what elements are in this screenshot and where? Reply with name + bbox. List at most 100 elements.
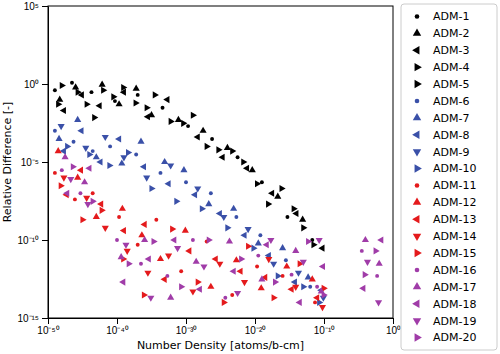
point <box>59 182 65 189</box>
point <box>77 127 83 134</box>
point <box>362 236 369 242</box>
point <box>239 255 245 262</box>
point <box>101 87 107 94</box>
point <box>191 191 197 198</box>
point <box>147 296 154 302</box>
series-1 <box>53 81 314 242</box>
point <box>100 207 106 214</box>
point <box>218 154 224 161</box>
legend-label: ADM-8 <box>433 129 469 142</box>
point <box>60 82 66 89</box>
point <box>205 200 212 206</box>
point <box>375 274 379 278</box>
point <box>83 196 90 202</box>
point <box>265 257 272 263</box>
y-tick-label: 10⁻⁵ <box>21 157 39 168</box>
y-tick-label: 10⁰ <box>24 79 39 90</box>
y-tick-mark <box>42 240 48 241</box>
point <box>363 271 369 278</box>
point <box>90 90 94 94</box>
point <box>273 279 279 286</box>
point <box>80 216 86 223</box>
point <box>245 227 252 233</box>
point <box>91 149 95 153</box>
legend-marker <box>415 268 420 273</box>
y-tick-label: 10⁵ <box>24 1 39 12</box>
point <box>143 176 150 182</box>
point <box>161 158 168 164</box>
points <box>53 81 383 312</box>
y-tick-mark <box>42 84 48 85</box>
legend-marker <box>412 215 419 223</box>
x-tick: 10⁻²⁰ <box>245 318 266 336</box>
point <box>194 186 201 192</box>
point <box>255 265 259 269</box>
point <box>196 279 202 286</box>
x-tick-mark <box>48 318 49 324</box>
point <box>313 300 317 304</box>
point <box>256 254 260 258</box>
legend-label: ADM-11 <box>433 179 476 192</box>
point <box>163 96 169 103</box>
y-tick: 10⁵ <box>24 1 48 12</box>
legend-label: ADM-15 <box>433 247 476 260</box>
legend-marker <box>413 113 421 120</box>
point <box>93 153 100 159</box>
plot-frame <box>48 6 393 318</box>
point <box>212 255 218 262</box>
legend-label: ADM-5 <box>433 78 469 91</box>
point <box>258 275 265 281</box>
series-10 <box>65 143 323 306</box>
point <box>53 88 57 92</box>
legend-marker <box>413 282 421 289</box>
point <box>95 102 101 109</box>
point <box>205 143 211 150</box>
point <box>234 215 238 219</box>
series-11 <box>53 171 317 304</box>
point <box>60 176 67 182</box>
point <box>170 236 176 243</box>
point <box>251 245 257 252</box>
series-7 <box>55 116 311 280</box>
point <box>274 193 281 199</box>
x-tick-label: 10⁻²⁰ <box>245 325 266 336</box>
point <box>58 124 65 130</box>
point <box>249 166 256 172</box>
y-axis-title: Relative Difference [-] <box>1 102 14 223</box>
series-13 <box>63 167 320 302</box>
point <box>191 238 195 242</box>
point <box>169 118 175 125</box>
point <box>127 260 133 267</box>
point <box>53 171 57 175</box>
point <box>108 144 112 148</box>
point <box>375 300 382 306</box>
point <box>118 253 125 259</box>
point <box>85 101 91 108</box>
point <box>258 284 265 290</box>
y-tick: 10⁻⁵ <box>21 157 48 168</box>
point <box>300 260 307 266</box>
x-tick-label: 10⁻⁵⁰ <box>37 325 59 336</box>
point <box>122 243 129 249</box>
series-16 <box>60 168 379 299</box>
point <box>268 190 274 197</box>
point <box>145 255 151 262</box>
point <box>230 148 236 155</box>
point <box>99 81 106 87</box>
x-tick-mark <box>393 318 394 324</box>
point <box>194 133 200 140</box>
legend-marker <box>413 197 421 204</box>
point <box>200 264 207 270</box>
point <box>301 283 307 290</box>
point <box>133 85 140 91</box>
point <box>182 226 189 232</box>
point <box>216 146 222 153</box>
legend-label: ADM-18 <box>433 298 476 311</box>
point <box>284 258 288 262</box>
legend: ADM-1ADM-2ADM-3ADM-4ADM-5ADM-6ADM-7ADM-8… <box>401 4 497 350</box>
point <box>255 239 262 245</box>
point <box>126 149 132 156</box>
y-tick-mark <box>42 318 48 319</box>
x-axis: 10⁻⁵⁰10⁻⁴⁰10⁻³⁰10⁻²⁰10⁻¹⁰10⁰ <box>37 318 401 336</box>
series-8 <box>60 127 324 294</box>
